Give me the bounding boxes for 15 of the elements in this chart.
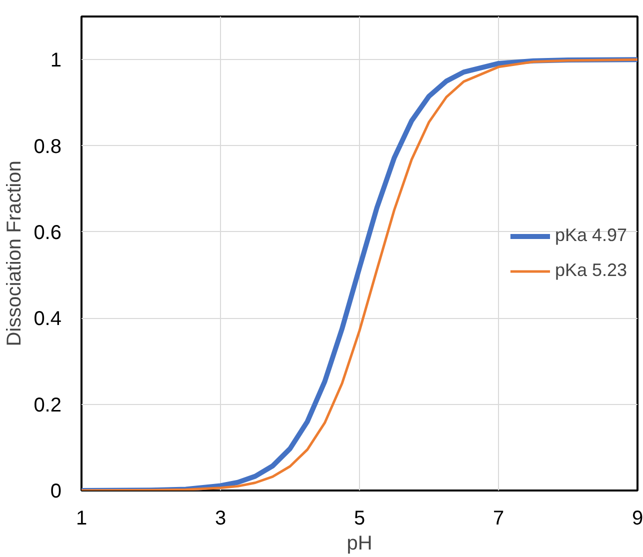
legend-label: pKa 4.97 — [554, 225, 627, 246]
y-tick-label: 0.6 — [34, 222, 62, 244]
y-tick-label: 0.8 — [34, 136, 62, 158]
y-tick-label: 0.2 — [34, 394, 62, 416]
x-tick-label: 7 — [492, 508, 504, 530]
x-tick-label: 9 — [632, 508, 643, 530]
x-tick-label: 3 — [214, 508, 226, 530]
y-axis-title: Dissociation Fraction — [4, 160, 26, 346]
y-tick-label: 1 — [50, 50, 62, 72]
x-axis-title: pH — [346, 532, 372, 554]
y-tick-label: 0.4 — [34, 308, 62, 330]
x-tick-label: 5 — [354, 508, 366, 530]
x-tick-label: 1 — [76, 508, 88, 530]
y-tick-label: 0 — [50, 480, 62, 502]
legend-label: pKa 5.23 — [554, 260, 627, 281]
